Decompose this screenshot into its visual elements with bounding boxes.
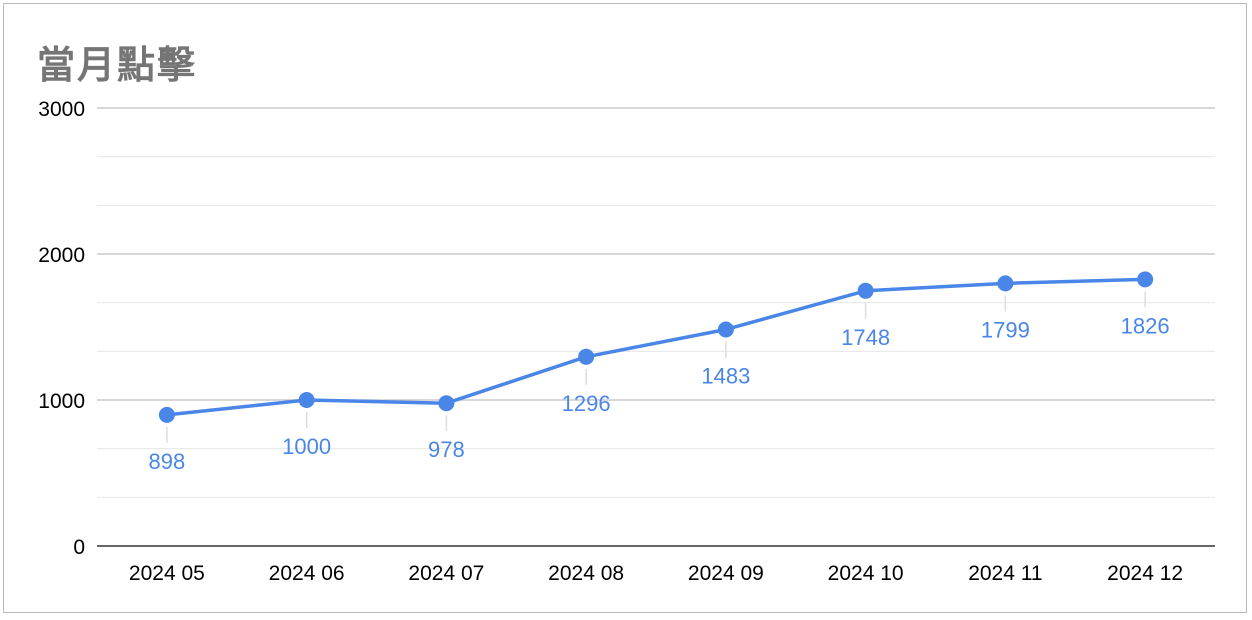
gridlines [97,107,1215,498]
data-point [578,348,595,365]
data-label: 898 [149,449,186,474]
chart-card: 當月點擊 [3,3,1247,613]
data-label: 1000 [282,434,331,459]
axes: 0 1000 2000 3000 2024 05 2024 06 2024 07 2024 0… [38,98,1215,585]
data-point [857,282,874,299]
data-labels: 898 1000 978 1296 1483 1748 1799 1826 [149,313,1170,473]
y-tick-label: 2000 [38,244,85,267]
data-label: 1296 [562,391,611,416]
x-tick-label: 2024 12 [1107,562,1183,585]
data-point [997,275,1014,292]
x-tick-label: 2024 08 [548,562,624,585]
x-tick-label: 2024 09 [688,562,764,585]
x-tick-label: 2024 06 [269,562,345,585]
data-label: 1748 [841,325,890,350]
series-layer [158,271,1154,443]
x-tick-label: 2024 10 [828,562,904,585]
y-tick-label: 1000 [38,390,85,413]
data-point [438,395,455,412]
y-tick-label: 3000 [38,98,85,121]
x-tick-label: 2024 07 [408,562,484,585]
data-label: 978 [428,437,465,462]
data-label: 1826 [1121,313,1170,338]
x-tick-label: 2024 05 [129,562,205,585]
data-label: 1799 [981,317,1030,342]
data-point [298,392,315,408]
x-tick-label: 2024 11 [968,562,1042,585]
series-line [166,277,1146,417]
data-point [1137,271,1154,288]
data-point [158,406,175,423]
chart-title: 當月點擊 [37,45,198,87]
data-point [717,321,734,338]
y-tick-label: 0 [73,536,85,559]
data-label: 1483 [701,363,750,388]
